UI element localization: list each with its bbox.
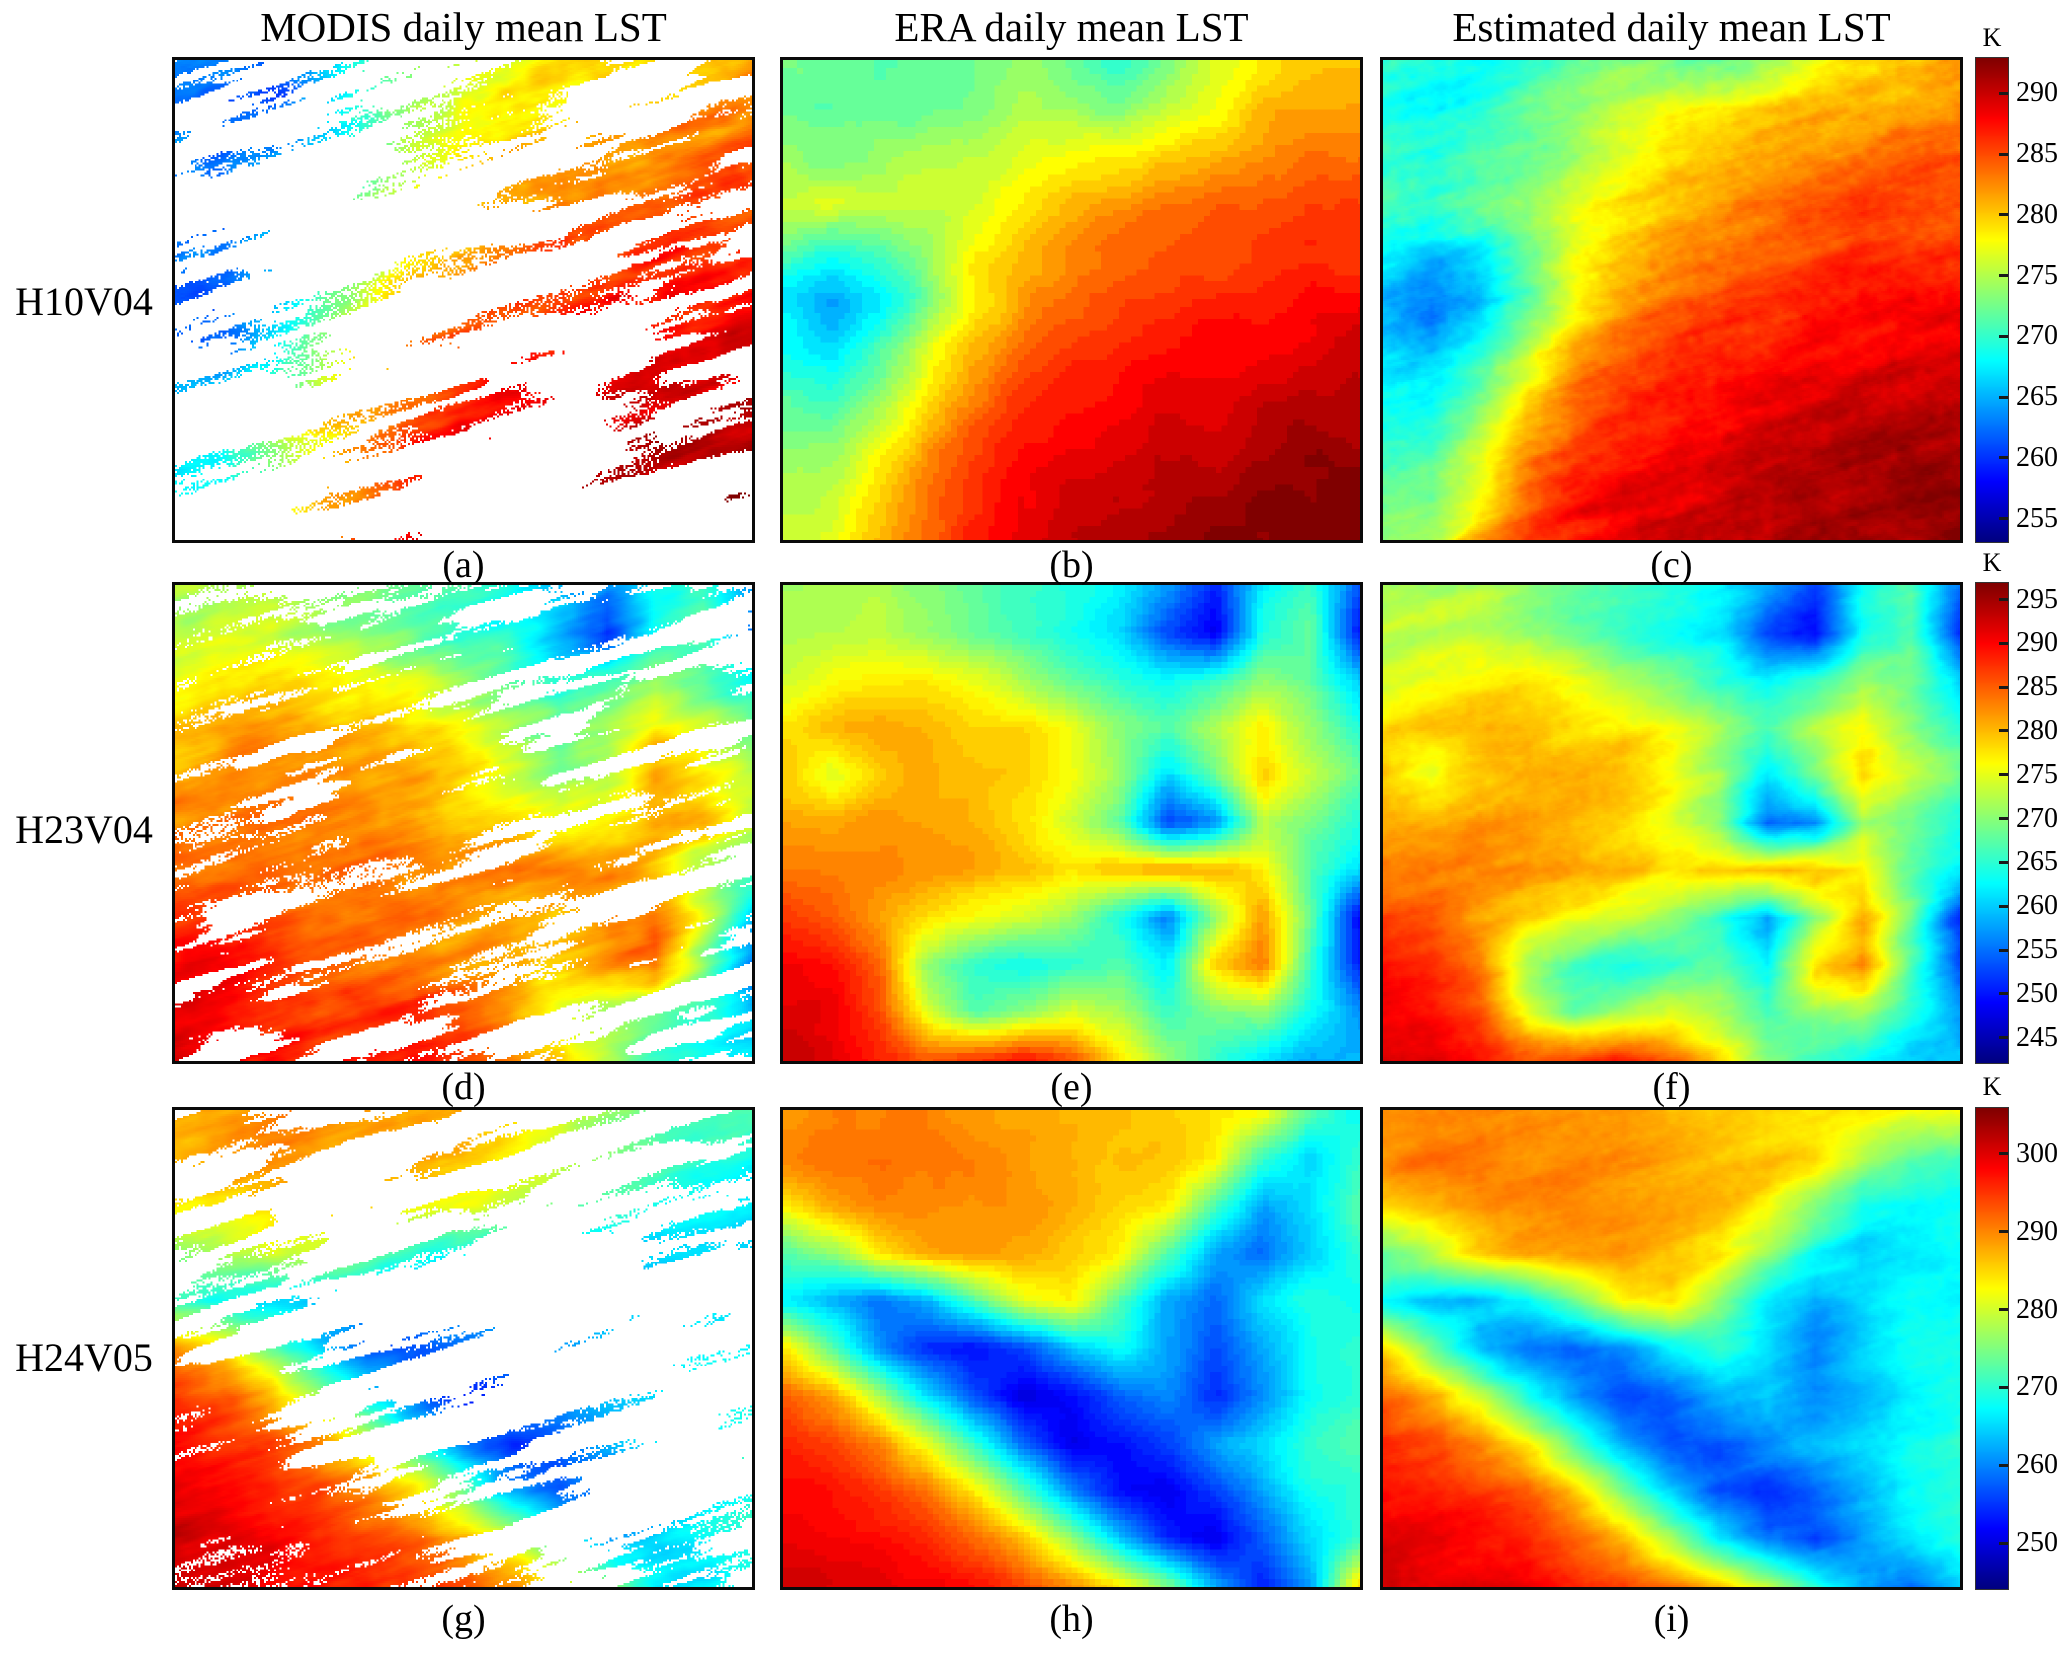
heatmap-g xyxy=(175,1110,752,1587)
caption-d: (d) xyxy=(441,1066,486,1108)
colorbar-tick-mark xyxy=(1999,860,2008,864)
panel-d-modis-h23v04 xyxy=(172,582,755,1064)
colorbar-tick-label: 290 xyxy=(2016,627,2058,659)
colorbar-unit-row1: K xyxy=(1982,23,2002,52)
colorbar-tick-mark xyxy=(1999,773,2008,777)
colorbar-tick-mark xyxy=(1999,1308,2008,1312)
colorbar-tick-label: 260 xyxy=(2016,890,2058,922)
colorbar-tick-label: 285 xyxy=(2016,671,2058,703)
heatmap-b xyxy=(783,60,1360,540)
colorbar-tick-label: 260 xyxy=(2016,1449,2058,1481)
caption-h: (h) xyxy=(1049,1598,1094,1640)
colorbar-tick-label: 250 xyxy=(2016,1527,2058,1559)
colorbar-tick-label: 280 xyxy=(2016,1293,2058,1325)
colorbar-tick-label: 260 xyxy=(2016,441,2058,473)
row-label-h23v04: H23V04 xyxy=(15,807,153,852)
caption-g: (g) xyxy=(441,1598,486,1640)
colorbar-tick-mark xyxy=(1999,334,2008,338)
panel-i-estimated-h24v05 xyxy=(1380,1107,1963,1590)
colorbar-tick-label: 295 xyxy=(2016,583,2058,615)
column-title-era: ERA daily mean LST xyxy=(894,4,1249,50)
panel-f-estimated-h23v04 xyxy=(1380,582,1963,1064)
colorbar-unit-row2: K xyxy=(1982,548,2002,577)
colorbar-tick-label: 290 xyxy=(2016,1215,2058,1247)
row-label-h24v05: H24V05 xyxy=(15,1335,153,1380)
heatmap-a xyxy=(175,60,752,540)
caption-f: (f) xyxy=(1652,1066,1691,1108)
panel-g-modis-h24v05 xyxy=(172,1107,755,1590)
colorbar-tick-mark xyxy=(1999,1036,2008,1040)
caption-a: (a) xyxy=(442,544,485,586)
heatmap-h xyxy=(783,1110,1360,1587)
caption-e: (e) xyxy=(1050,1066,1093,1108)
heatmap-e xyxy=(783,585,1360,1061)
colorbar-tick-mark xyxy=(1999,1463,2008,1467)
colorbar-tick-label: 265 xyxy=(2016,846,2058,878)
colorbar-tick-label: 255 xyxy=(2016,502,2058,534)
colorbar-tick-label: 285 xyxy=(2016,138,2058,170)
colorbar-row2 xyxy=(1975,582,2009,1064)
caption-b: (b) xyxy=(1049,544,1094,586)
heatmap-c xyxy=(1383,60,1960,540)
colorbar-gradient-row3 xyxy=(1976,1108,2008,1589)
colorbar-tick-mark xyxy=(1999,992,2008,996)
colorbar-tick-mark xyxy=(1999,456,2008,460)
column-title-estimated: Estimated daily mean LST xyxy=(1452,4,1891,50)
colorbar-tick-mark xyxy=(1999,152,2008,156)
colorbar-tick-mark xyxy=(1999,641,2008,645)
colorbar-tick-label: 265 xyxy=(2016,381,2058,413)
colorbar-tick-mark xyxy=(1999,948,2008,952)
panel-h-era-h24v05 xyxy=(780,1107,1363,1590)
colorbar-tick-mark xyxy=(1999,213,2008,217)
colorbar-gradient-row2 xyxy=(1976,583,2008,1063)
colorbar-tick-mark xyxy=(1999,1152,2008,1156)
colorbar-tick-label: 290 xyxy=(2016,77,2058,109)
colorbar-row3 xyxy=(1975,1107,2009,1590)
colorbar-tick-mark xyxy=(1999,91,2008,95)
caption-c: (c) xyxy=(1650,544,1693,586)
colorbar-gradient-row1 xyxy=(1976,58,2008,542)
panel-a-modis-h10v04 xyxy=(172,57,755,543)
colorbar-tick-mark xyxy=(1999,1385,2008,1389)
colorbar-tick-mark xyxy=(1999,274,2008,278)
caption-i: (i) xyxy=(1653,1598,1690,1640)
colorbar-tick-label: 280 xyxy=(2016,198,2058,230)
row-label-h10v04: H10V04 xyxy=(15,279,153,324)
colorbar-tick-label: 255 xyxy=(2016,934,2058,966)
colorbar-tick-mark xyxy=(1999,598,2008,602)
colorbar-tick-label: 275 xyxy=(2016,259,2058,291)
colorbar-row1 xyxy=(1975,57,2009,543)
column-title-modis: MODIS daily mean LST xyxy=(260,4,667,50)
panel-b-era-h10v04 xyxy=(780,57,1363,543)
colorbar-tick-mark xyxy=(1999,1541,2008,1545)
colorbar-tick-mark xyxy=(1999,395,2008,399)
colorbar-tick-mark xyxy=(1999,729,2008,733)
colorbar-tick-label: 250 xyxy=(2016,977,2058,1009)
colorbar-tick-label: 300 xyxy=(2016,1137,2058,1169)
colorbar-tick-label: 270 xyxy=(2016,320,2058,352)
heatmap-f xyxy=(1383,585,1960,1061)
colorbar-tick-label: 270 xyxy=(2016,802,2058,834)
colorbar-tick-label: 270 xyxy=(2016,1371,2058,1403)
colorbar-unit-row3: K xyxy=(1982,1072,2002,1101)
colorbar-tick-label: 245 xyxy=(2016,1021,2058,1053)
colorbar-tick-mark xyxy=(1999,1230,2008,1234)
colorbar-tick-mark xyxy=(1999,685,2008,689)
colorbar-tick-mark xyxy=(1999,517,2008,521)
colorbar-tick-mark xyxy=(1999,817,2008,821)
colorbar-tick-label: 275 xyxy=(2016,758,2058,790)
colorbar-tick-label: 280 xyxy=(2016,714,2058,746)
panel-c-estimated-h10v04 xyxy=(1380,57,1963,543)
panel-e-era-h23v04 xyxy=(780,582,1363,1064)
colorbar-tick-mark xyxy=(1999,904,2008,908)
heatmap-i xyxy=(1383,1110,1960,1587)
heatmap-d xyxy=(175,585,752,1061)
